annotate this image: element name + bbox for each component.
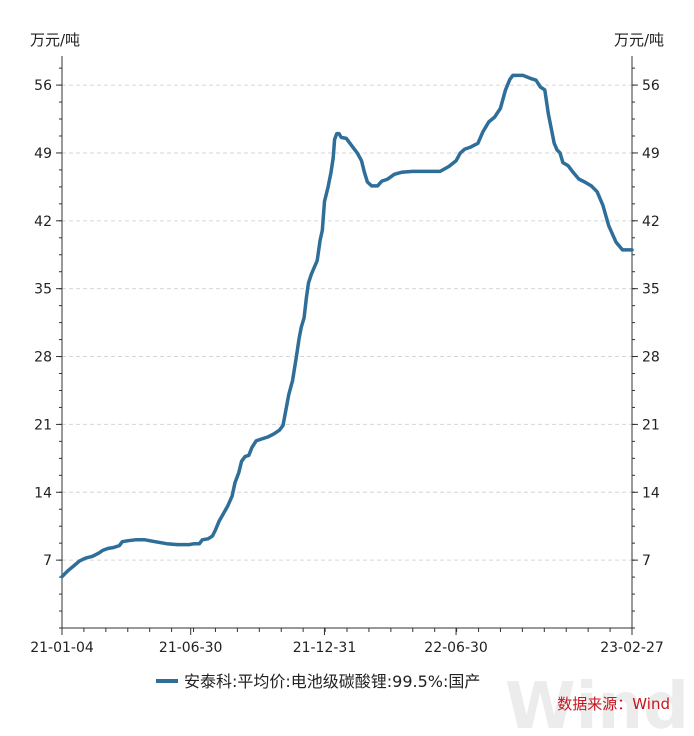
y-tick-label: 14 — [642, 485, 660, 501]
legend-label: 安泰科:平均价:电池级碳酸锂:99.5%:国产 — [184, 672, 480, 691]
y-tick-label: 42 — [642, 214, 660, 230]
left-y-axis: 7 14 21 28 35 42 49 56 — [34, 67, 62, 629]
source-text: 数据来源：Wind — [557, 695, 670, 713]
y-tick-label: 49 — [642, 146, 660, 162]
x-axis: 21-01-04 21-06-30 21-12-31 22-06-30 23-02-27 — [30, 628, 664, 656]
legend: 安泰科:平均价:电池级碳酸锂:99.5%:国产 — [156, 672, 480, 691]
x-tick-label: 22-06-30 — [424, 640, 488, 656]
left-unit-label: 万元/吨 — [30, 31, 80, 49]
x-tick-label: 21-12-31 — [293, 640, 357, 656]
x-tick-label: 21-01-04 — [30, 640, 94, 656]
right-y-axis: 7 14 21 28 35 42 49 56 — [632, 67, 660, 629]
y-tick-label: 56 — [34, 78, 52, 94]
series-line — [60, 73, 634, 579]
y-tick-label: 14 — [34, 485, 52, 501]
y-tick-label: 21 — [34, 417, 52, 433]
y-tick-label: 42 — [34, 214, 52, 230]
y-tick-label: 35 — [34, 282, 52, 298]
y-tick-label: 21 — [642, 417, 660, 433]
grid-lines — [62, 84, 632, 561]
watermark: Wind — [505, 670, 689, 736]
y-tick-label: 28 — [642, 350, 660, 366]
y-tick-label: 7 — [642, 553, 651, 569]
right-unit-label: 万元/吨 — [614, 31, 664, 49]
x-tick-label: 21-06-30 — [159, 640, 223, 656]
y-tick-label: 7 — [43, 553, 52, 569]
y-tick-label: 56 — [642, 78, 660, 94]
series-group — [60, 73, 634, 579]
y-tick-label: 35 — [642, 282, 660, 298]
y-tick-label: 49 — [34, 146, 52, 162]
y-tick-label: 28 — [34, 350, 52, 366]
x-tick-label: 23-02-27 — [600, 640, 664, 656]
